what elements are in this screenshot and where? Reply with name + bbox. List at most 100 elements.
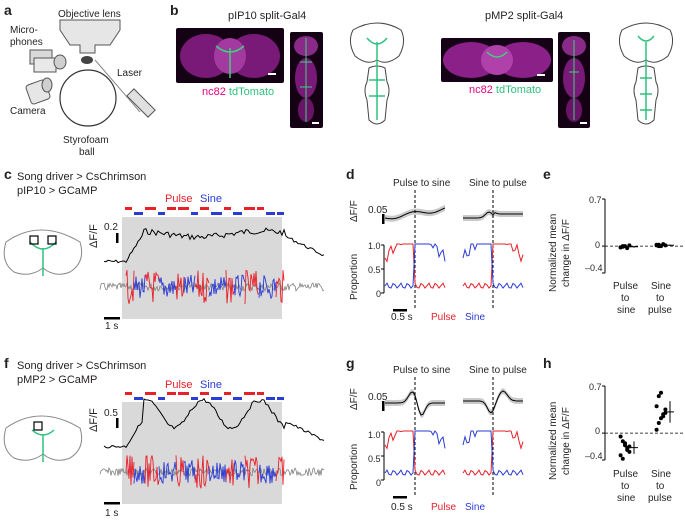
data-point: [663, 243, 668, 248]
d-transition-plot: [381, 190, 524, 312]
g-ytick-1: 1.0: [368, 430, 381, 440]
pulse-bar: [125, 207, 132, 210]
h-ylabel-2: change in ΔF/F: [561, 407, 572, 475]
d-sine-label: Sine: [465, 312, 486, 323]
sem-ribbon: [385, 204, 445, 222]
panel-d-letter: d: [346, 166, 355, 182]
f-trace-plot: [99, 392, 325, 505]
f-time-scale: 1 s: [105, 508, 119, 519]
c-pulse-label: Pulse: [165, 193, 193, 205]
data-point: [620, 456, 625, 461]
g-dff-label: ΔF/F: [349, 388, 360, 410]
data-point: [625, 447, 630, 452]
mean-dff-trace: [463, 390, 523, 414]
h-cat2-3: pulse: [648, 493, 672, 504]
e-ylabel-2: change in ΔF/F: [561, 219, 572, 287]
g-transition-plot: [381, 377, 524, 499]
audio-pulse-segment: [175, 455, 185, 488]
time-scale-bar: [104, 317, 120, 320]
data-point: [656, 421, 661, 425]
sine-bar: [266, 212, 275, 215]
fly-icon: [81, 56, 93, 64]
pmp2-vnc-image: [558, 32, 590, 128]
time-scale-bar: [104, 502, 120, 505]
c-sine-label: Sine: [200, 193, 223, 205]
d-ytick-1: 1.0: [368, 241, 381, 251]
h-cat1-3: sine: [617, 493, 636, 504]
objective-label: Objective lens: [58, 9, 121, 20]
audio-pulse-segment: [225, 459, 235, 486]
pulse-bar: [178, 207, 189, 210]
panel-a-letter: a: [4, 2, 12, 18]
data-point: [663, 407, 668, 412]
audio-pulse-segment: [275, 456, 285, 485]
d-scale-value: 0.05: [368, 205, 388, 216]
e-cat2-3: pulse: [648, 305, 672, 316]
pulse-proportion-trace: [384, 243, 446, 289]
data-point: [618, 453, 623, 458]
h-ylabel-1: Normalized mean: [548, 401, 559, 480]
sine-bar: [158, 397, 165, 400]
e-cat1-2: to: [621, 293, 630, 304]
c-brain-schematic: [3, 229, 83, 276]
audio-pulse-segment: [244, 455, 260, 489]
stimulus-shade: [122, 402, 282, 504]
dff-scale-bar: [116, 418, 119, 428]
f-brain-schematic: [3, 415, 83, 462]
pulse-bar: [200, 392, 209, 395]
c-trace-plot: [99, 207, 325, 320]
data-point: [623, 441, 627, 446]
camera-label: Camera: [10, 106, 46, 117]
audio-pulse-segment: [194, 270, 210, 303]
pmp2-schematic: [618, 22, 674, 125]
sine-bar: [191, 397, 198, 400]
stimulus-shade: [122, 217, 282, 319]
sine-bar: [191, 212, 198, 215]
pulse-bar: [167, 392, 176, 395]
sine-bar: [211, 212, 222, 215]
c-time-scale: 1 s: [105, 321, 119, 332]
audio-sine-segment: [258, 464, 277, 484]
pulse-bar: [257, 392, 264, 395]
stain-tdtomato-label: tdTomato: [228, 86, 275, 98]
g-pulse-label: Pulse: [431, 502, 457, 513]
mean-dff-trace: [463, 211, 523, 219]
h-ytick-bottom: –0.4: [585, 451, 603, 461]
e-cat1-1: Pulse: [613, 281, 639, 292]
sine-bar: [233, 212, 242, 215]
audio-sine-segment: [133, 466, 146, 484]
objective-lens-icon: [59, 19, 121, 54]
d-ytick-05: 0.5: [368, 265, 381, 275]
panel-b-letter: b: [170, 2, 179, 18]
d-title-right: Sine to pulse: [469, 178, 527, 189]
c-scale-value: 0.2: [104, 222, 118, 233]
data-point: [618, 434, 623, 439]
g-title-right: Sine to pulse: [469, 365, 527, 376]
audio-pulse-segment: [225, 270, 235, 304]
audio-pulse-segment: [144, 271, 160, 303]
sine-proportion-trace: [384, 430, 446, 476]
d-title-left: Pulse to sine: [393, 178, 451, 189]
dff-scale-bar: [382, 401, 385, 411]
f-pulse-label: Pulse: [165, 379, 193, 391]
g-sine-label: Sine: [465, 502, 486, 513]
dff-scale-bar: [382, 214, 385, 224]
f-line1: Song driver > CsChrimson: [17, 360, 147, 372]
panel-g-letter: g: [346, 355, 355, 371]
d-time-scale: 0.5 s: [391, 312, 413, 323]
e-scatter-plot: [602, 198, 683, 274]
g-ytick-05: 0.5: [368, 454, 381, 464]
pulse-bar: [145, 392, 156, 395]
microphones-label-1: Micro-: [10, 25, 38, 36]
e-ytick-zero: 0: [595, 240, 601, 250]
c-dff-label: ΔF/F: [88, 224, 100, 248]
sine-proportion-trace: [462, 430, 524, 476]
sine-proportion-trace: [462, 243, 524, 289]
panel-e-letter: e: [543, 166, 551, 182]
audio-sine-segment: [208, 277, 227, 297]
dff-trace: [103, 397, 325, 449]
pulse-bar: [167, 207, 176, 210]
pip10-schematic: [349, 22, 405, 125]
panel-h-letter: h: [543, 355, 552, 371]
pulse-proportion-trace: [384, 430, 446, 476]
